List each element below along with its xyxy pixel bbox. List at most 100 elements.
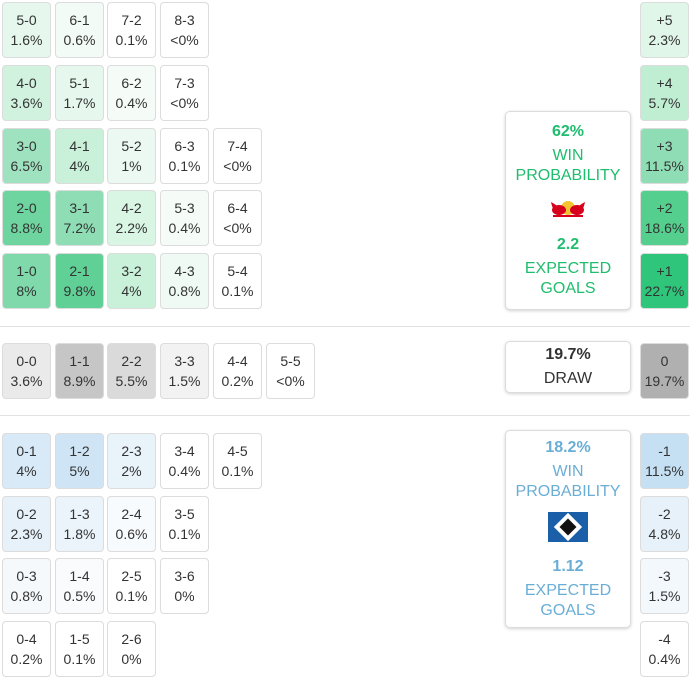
away-win-label: WIN PROBABILITY: [515, 462, 621, 500]
score-label: 0-4: [16, 631, 37, 647]
score-cell: 1-2 5%: [55, 433, 104, 489]
score-probability: 0.4%: [115, 95, 148, 111]
score-label: 3-4: [174, 443, 195, 459]
score-cell: 0-3 0.8%: [2, 558, 51, 614]
home-win-percent: 62%: [551, 123, 585, 140]
score-cell: 2-4 0.6%: [107, 496, 156, 552]
score-label: 2-1: [69, 263, 90, 279]
score-label: 6-4: [227, 200, 248, 216]
score-label: 2-6: [121, 631, 142, 647]
hamburg-logo-icon: [548, 511, 588, 547]
score-label: 1-2: [69, 443, 90, 459]
score-probability: <0%: [170, 95, 199, 111]
draw-percent: 19.7%: [545, 346, 591, 363]
score-label: 6-3: [174, 138, 195, 154]
score-cell: 8-3 <0%: [160, 2, 209, 58]
score-label: 4-2: [121, 200, 142, 216]
score-label: 8-3: [174, 12, 195, 28]
score-label: 0-3: [16, 568, 37, 584]
score-probability: 1.8%: [63, 526, 96, 542]
score-probability: 0.8%: [10, 588, 43, 604]
score-label: 5-5: [280, 353, 301, 369]
score-label: 2-2: [121, 353, 142, 369]
margin-cell: +2 18.6%: [640, 190, 689, 246]
score-cell: 6-4 <0%: [213, 190, 262, 246]
score-cell: 5-2 1%: [107, 128, 156, 184]
score-probability: 0.4%: [648, 651, 681, 667]
divider-home-draw: [0, 326, 690, 327]
away-summary-card: 18.2% WIN PROBABILITY 1.12 EXPECTED GOAL…: [505, 430, 631, 628]
score-probability: 4%: [69, 158, 90, 174]
score-cell: 0-0 3.6%: [2, 343, 51, 399]
divider-draw-away: [0, 415, 690, 416]
score-label: 1-4: [69, 568, 90, 584]
score-label: 4-5: [227, 443, 248, 459]
score-cell: 1-4 0.5%: [55, 558, 104, 614]
draw-label: DRAW: [543, 370, 593, 387]
score-label: 1-0: [16, 263, 37, 279]
score-label: 7-3: [174, 75, 195, 91]
score-label: 4-4: [227, 353, 248, 369]
score-cell: 2-3 2%: [107, 433, 156, 489]
score-probability: 1.5%: [648, 588, 681, 604]
score-probability: 2.3%: [10, 526, 43, 542]
score-cell: 3-5 0.1%: [160, 496, 209, 552]
score-label: 6-1: [69, 12, 90, 28]
score-probability: 1.7%: [63, 95, 96, 111]
score-probability: 0%: [174, 588, 195, 604]
score-label: -1: [658, 443, 671, 459]
score-cell: 0-2 2.3%: [2, 496, 51, 552]
score-probability: 0.1%: [221, 463, 254, 479]
score-cell: 2-0 8.8%: [2, 190, 51, 246]
score-label: 3-1: [69, 200, 90, 216]
score-cell: 5-4 0.1%: [213, 253, 262, 309]
score-probability: 11.5%: [645, 463, 684, 479]
score-probability: <0%: [223, 220, 252, 236]
score-label: 4-1: [69, 138, 90, 154]
score-cell: 5-5 <0%: [266, 343, 315, 399]
margin-cell: +1 22.7%: [640, 253, 689, 309]
score-label: 3-5: [174, 506, 195, 522]
score-cell: 4-5 0.1%: [213, 433, 262, 489]
score-probability: 0%: [121, 651, 142, 667]
home-summary-card: 62% WIN PROBABILITY 2.2 EXPECTED GOALS: [505, 111, 631, 310]
score-label: 0-1: [16, 443, 37, 459]
score-cell: 1-3 1.8%: [55, 496, 104, 552]
score-cell: 4-3 0.8%: [160, 253, 209, 309]
score-cell: 4-1 4%: [55, 128, 104, 184]
score-label: 1-3: [69, 506, 90, 522]
score-cell: 1-5 0.1%: [55, 621, 104, 677]
score-label: 4-0: [16, 75, 37, 91]
home-win-label: WIN PROBABILITY: [515, 147, 621, 184]
score-label: 1-1: [69, 353, 90, 369]
score-cell: 3-2 4%: [107, 253, 156, 309]
margin-cell: -3 1.5%: [640, 558, 689, 614]
score-probability: 22.7%: [644, 283, 685, 299]
score-probability: 4.8%: [648, 526, 681, 542]
margin-cell: +3 11.5%: [640, 128, 689, 184]
score-cell: 5-1 1.7%: [55, 65, 104, 121]
score-probability: 1.5%: [168, 373, 201, 389]
score-probability: 4%: [121, 283, 142, 299]
score-cell: 6-2 0.4%: [107, 65, 156, 121]
score-cell: 6-1 0.6%: [55, 2, 104, 58]
score-cell: 0-1 4%: [2, 433, 51, 489]
score-probability: <0%: [276, 373, 305, 389]
score-cell: 2-2 5.5%: [107, 343, 156, 399]
score-label: 1-5: [69, 631, 90, 647]
score-label: 0-0: [16, 353, 37, 369]
score-cell: 0-4 0.2%: [2, 621, 51, 677]
away-xg-label: EXPECTED GOALS: [524, 581, 612, 619]
score-cell: 5-0 1.6%: [2, 2, 51, 58]
score-cell: 2-5 0.1%: [107, 558, 156, 614]
score-cell: 6-3 0.1%: [160, 128, 209, 184]
score-probability: 5%: [69, 463, 90, 479]
home-xg-label: EXPECTED GOALS: [524, 260, 612, 297]
score-label: 2-4: [121, 506, 142, 522]
score-label: 7-4: [227, 138, 248, 154]
score-probability: 0.1%: [115, 588, 148, 604]
score-probability: 0.5%: [63, 588, 96, 604]
score-cell: 3-0 6.5%: [2, 128, 51, 184]
score-probability: 2.3%: [648, 32, 681, 48]
score-label: 3-0: [16, 138, 37, 154]
